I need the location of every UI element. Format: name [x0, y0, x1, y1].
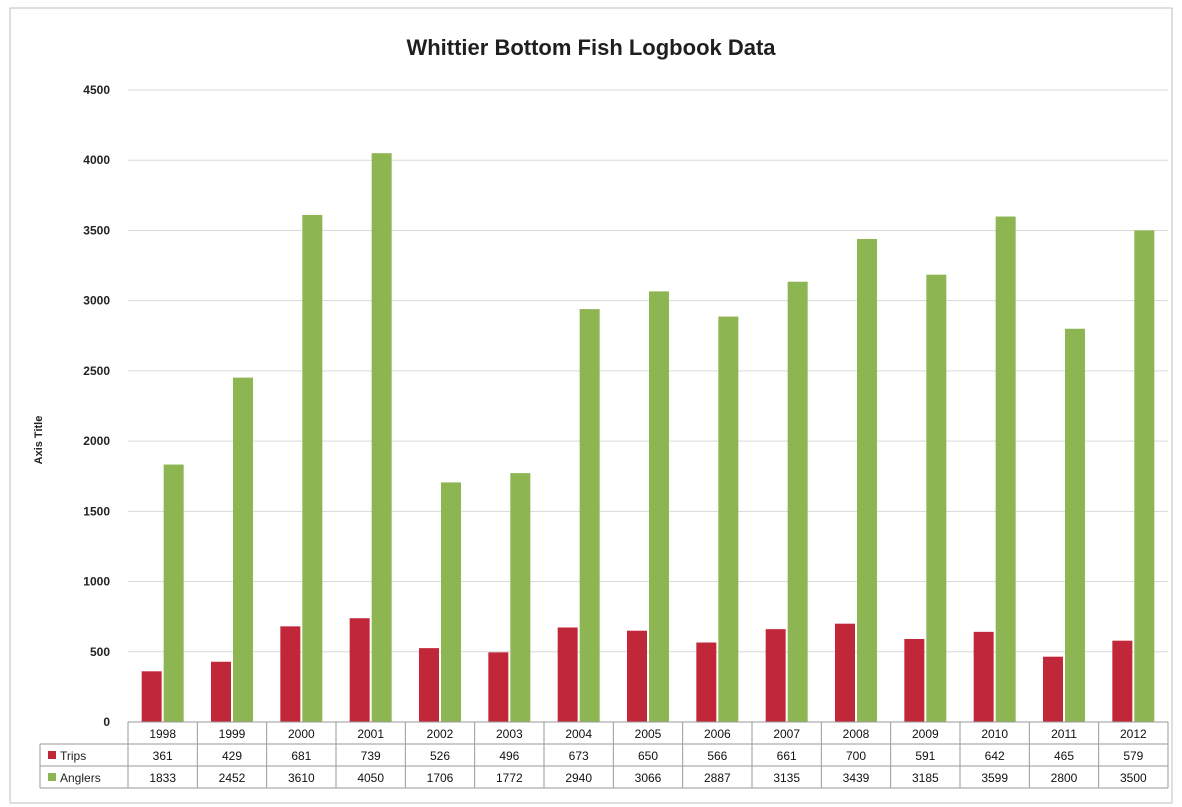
- bar-anglers-2004: [579, 309, 600, 722]
- bar-anglers-2005: [649, 291, 669, 722]
- data-label-anglers: 1833: [149, 771, 176, 785]
- bar-anglers-1998: [163, 464, 184, 722]
- bar-anglers-2010: [995, 216, 1016, 722]
- y-tick-label: 1500: [83, 504, 110, 518]
- legend-label-anglers: Anglers: [60, 771, 101, 785]
- bar-anglers-2002: [441, 482, 461, 722]
- y-axis-ticks: 0 500 1000 1500 2000 2500 3000 3500 4000 4500: [83, 83, 110, 729]
- bar-trips-2012: [1112, 640, 1133, 722]
- data-label-anglers: 3599: [981, 771, 1008, 785]
- x-tick-label: 2003: [496, 727, 523, 741]
- y-tick-label: 4500: [83, 83, 110, 97]
- bar-trips-2011: [1043, 656, 1063, 722]
- data-label-trips: 673: [569, 749, 589, 763]
- bar-anglers-2003: [510, 473, 531, 722]
- data-label-anglers: 3135: [773, 771, 800, 785]
- bar-trips-2009: [904, 638, 925, 722]
- data-label-anglers: 3066: [635, 771, 662, 785]
- bar-trips-1998: [141, 671, 162, 722]
- bar-trips-2008: [835, 623, 855, 722]
- x-tick-label: 2004: [565, 727, 592, 741]
- data-label-trips: 700: [846, 749, 866, 763]
- data-label-trips: 566: [707, 749, 727, 763]
- data-label-anglers: 2452: [219, 771, 246, 785]
- data-label-trips: 465: [1054, 749, 1074, 763]
- x-tick-label: 2000: [288, 727, 315, 741]
- y-tick-label: 3500: [83, 223, 110, 237]
- data-label-anglers: 2887: [704, 771, 731, 785]
- bar-anglers-2008: [857, 239, 877, 723]
- data-label-anglers: 3610: [288, 771, 315, 785]
- chart-frame: [9, 7, 1173, 804]
- x-tick-label: 2010: [981, 727, 1008, 741]
- bar-anglers-2007: [787, 281, 808, 722]
- bar-trips-2010: [973, 631, 994, 722]
- legend-swatch-trips: [48, 751, 56, 759]
- bars: [141, 153, 1155, 723]
- y-tick-label: 1000: [83, 575, 110, 589]
- y-axis-label: Axis Title: [33, 416, 45, 465]
- x-tick-label: 2005: [635, 727, 662, 741]
- bar-trips-2004: [557, 627, 578, 722]
- y-tick-label: 3000: [83, 294, 110, 308]
- bar-anglers-2001: [371, 153, 392, 722]
- legend-swatch-anglers: [48, 773, 56, 781]
- bar-trips-2000: [280, 626, 301, 722]
- bar-trips-2005: [627, 630, 647, 722]
- x-tick-label: 2007: [773, 727, 800, 741]
- data-label-anglers: 3439: [843, 771, 870, 785]
- data-label-trips: 642: [985, 749, 1005, 763]
- data-label-trips: 361: [153, 749, 173, 763]
- bar-anglers-2009: [926, 274, 947, 722]
- data-label-anglers: 4050: [357, 771, 384, 785]
- data-label-trips: 526: [430, 749, 450, 763]
- x-tick-label: 1999: [219, 727, 246, 741]
- data-label-anglers: 1706: [427, 771, 454, 785]
- bar-anglers-1999: [233, 377, 253, 722]
- y-tick-label: 0: [103, 715, 110, 729]
- data-label-anglers: 3185: [912, 771, 939, 785]
- x-tick-label: 2012: [1120, 727, 1147, 741]
- chart-title: Whittier Bottom Fish Logbook Data: [406, 35, 776, 60]
- bar-anglers-2000: [302, 214, 323, 723]
- x-tick-label: 2001: [357, 727, 384, 741]
- data-label-trips: 496: [499, 749, 519, 763]
- bar-trips-2007: [765, 629, 786, 722]
- bar-anglers-2006: [718, 316, 739, 722]
- bar-anglers-2011: [1065, 328, 1085, 722]
- data-label-trips: 650: [638, 749, 658, 763]
- data-label-anglers: 2800: [1051, 771, 1078, 785]
- y-tick-label: 2000: [83, 434, 110, 448]
- y-tick-label: 500: [90, 645, 110, 659]
- data-label-trips: 429: [222, 749, 242, 763]
- data-table: 1998 1999 2000 2001 2002 2003 2004 2005 2006 2007…: [39, 721, 1169, 789]
- data-label-trips: 681: [291, 749, 311, 763]
- x-tick-label: 2008: [843, 727, 870, 741]
- x-tick-label: 1998: [149, 727, 176, 741]
- x-tick-label: 2011: [1051, 727, 1077, 741]
- bar-trips-2001: [349, 618, 370, 722]
- bar-anglers-2012: [1134, 230, 1155, 722]
- bar-trips-2003: [488, 652, 509, 722]
- data-label-trips: 579: [1123, 749, 1143, 763]
- data-label-trips: 591: [915, 749, 935, 763]
- x-tick-label: 2006: [704, 727, 731, 741]
- bar-trips-1999: [211, 661, 231, 722]
- data-label-anglers: 1772: [496, 771, 523, 785]
- data-label-anglers: 2940: [565, 771, 592, 785]
- bar-trips-2006: [696, 642, 717, 722]
- x-tick-label: 2002: [427, 727, 454, 741]
- y-tick-label: 4000: [83, 153, 110, 167]
- data-label-trips: 739: [361, 749, 381, 763]
- y-tick-label: 2500: [83, 364, 110, 378]
- bar-trips-2002: [419, 648, 439, 722]
- x-tick-label: 2009: [912, 727, 939, 741]
- legend-label-trips: Trips: [60, 749, 86, 763]
- data-label-trips: 661: [777, 749, 797, 763]
- data-label-anglers: 3500: [1120, 771, 1147, 785]
